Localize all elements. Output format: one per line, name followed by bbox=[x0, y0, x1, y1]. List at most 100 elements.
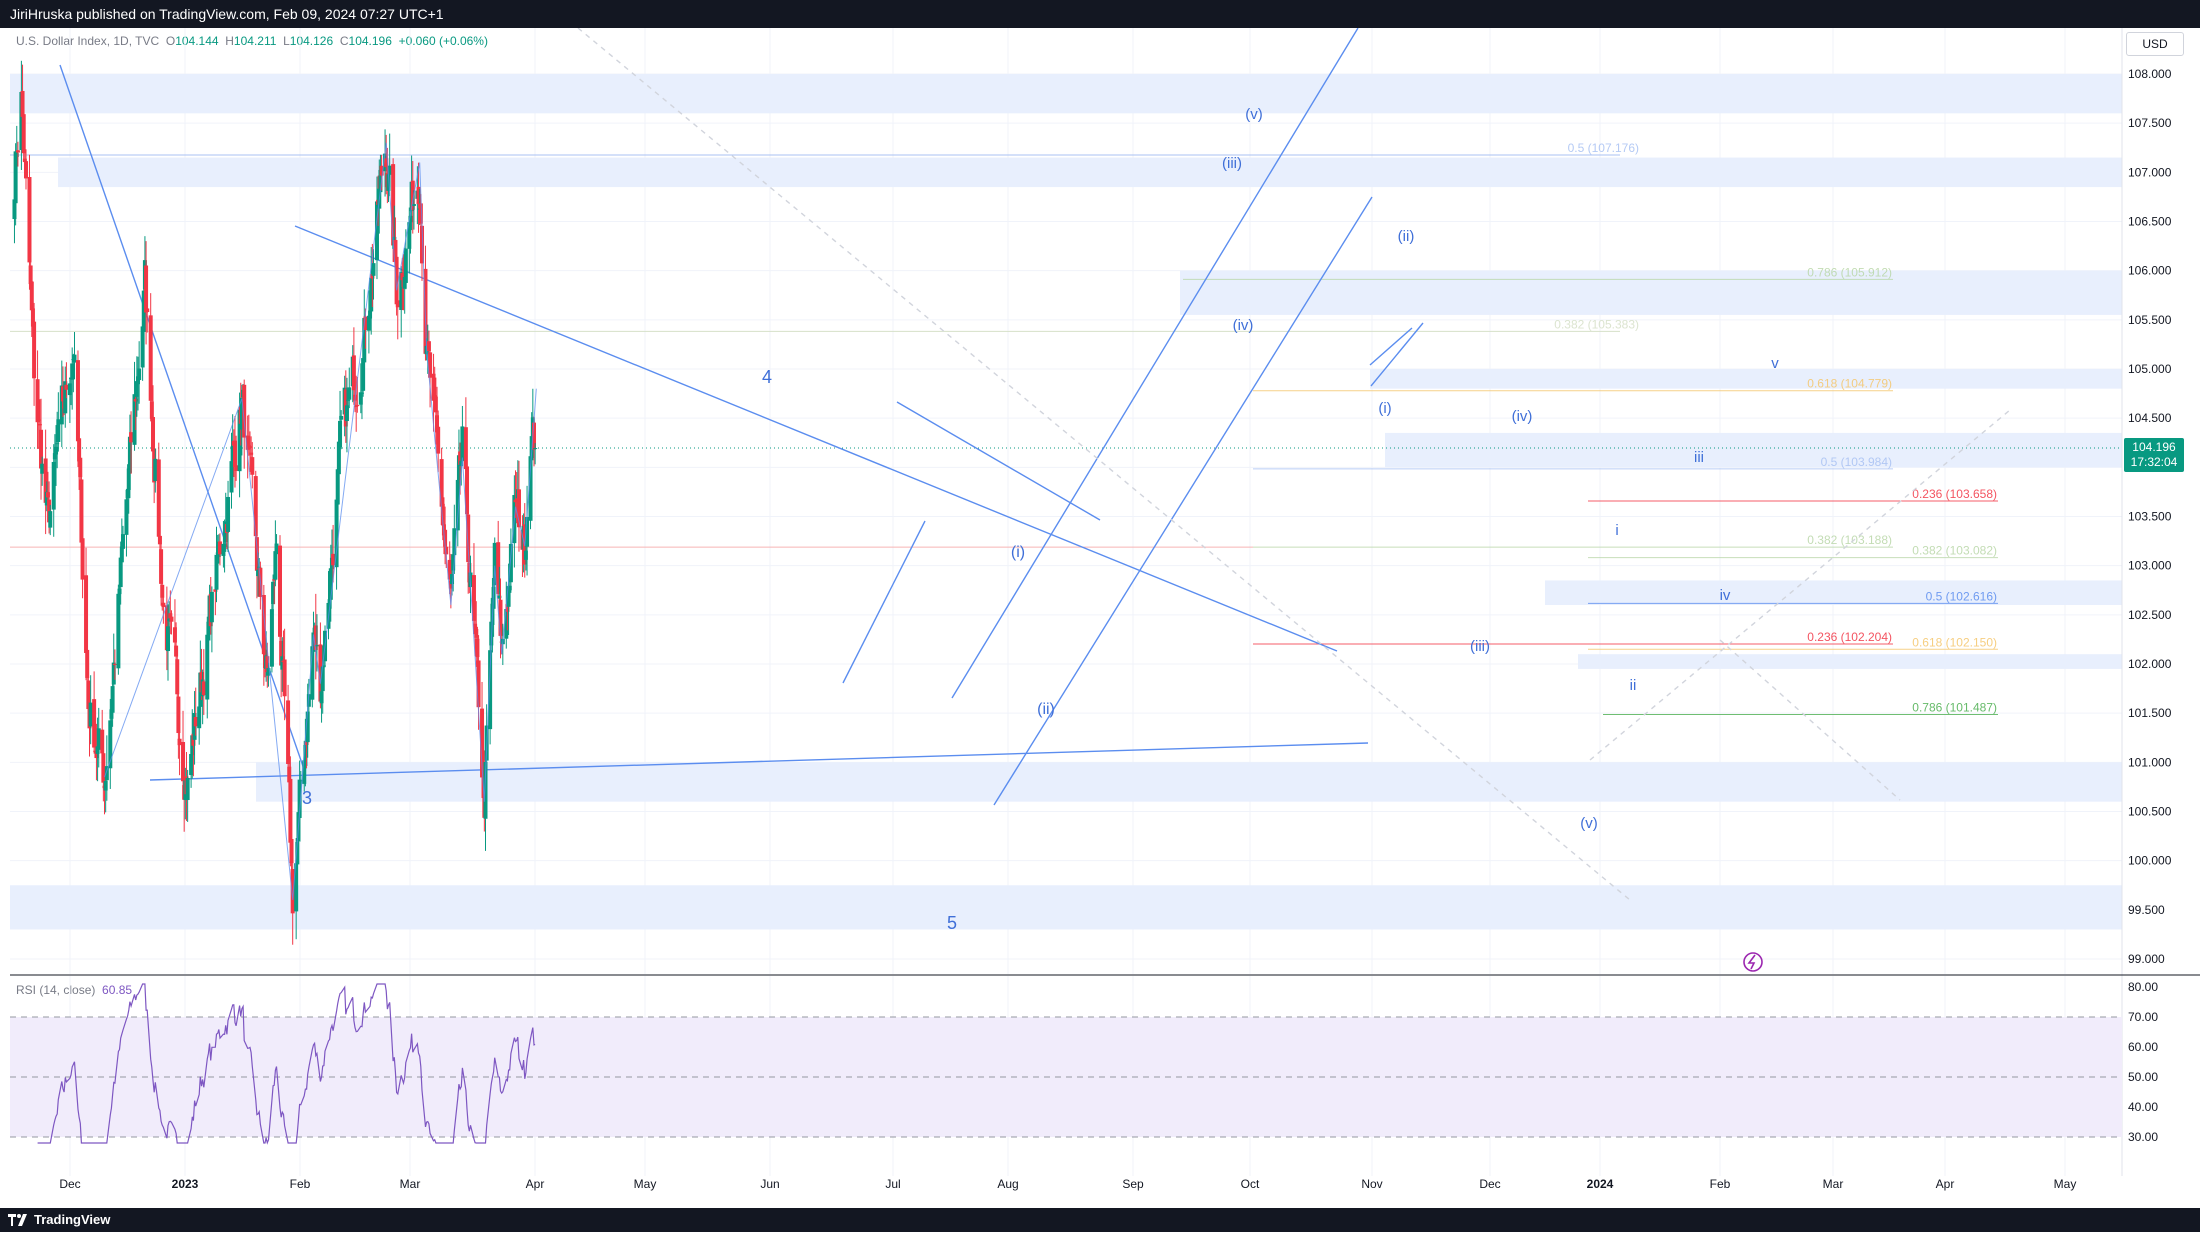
candle bbox=[174, 645, 179, 657]
candle bbox=[400, 272, 405, 281]
candle bbox=[215, 552, 220, 554]
fib-label: 0.382 (103.188) bbox=[1807, 533, 1892, 547]
candle bbox=[86, 680, 91, 710]
candle bbox=[528, 456, 533, 521]
candle bbox=[371, 263, 376, 276]
candle bbox=[52, 453, 57, 460]
currency-button[interactable]: USD bbox=[2126, 32, 2184, 56]
time-tick-label: Mar bbox=[400, 1177, 421, 1191]
candle bbox=[286, 700, 291, 765]
candle bbox=[440, 503, 445, 525]
price-zone bbox=[1578, 654, 2122, 669]
candle bbox=[132, 394, 137, 445]
time-tick-label: Mar bbox=[1823, 1177, 1844, 1191]
time-tick-label: Sep bbox=[1122, 1177, 1144, 1191]
candle bbox=[144, 265, 149, 313]
wave-label: (iv) bbox=[1512, 408, 1533, 425]
fib-label: 0.618 (104.779) bbox=[1807, 377, 1892, 391]
candle bbox=[88, 702, 93, 727]
wave-label: (i) bbox=[1011, 544, 1025, 561]
rsi-label[interactable]: RSI (14, close) bbox=[16, 983, 96, 997]
candle bbox=[183, 780, 188, 801]
candle bbox=[67, 383, 72, 396]
candle bbox=[43, 458, 48, 503]
candle bbox=[353, 394, 358, 401]
candle bbox=[75, 360, 80, 442]
candle bbox=[250, 457, 255, 475]
candle bbox=[474, 629, 479, 638]
replay-icon[interactable] bbox=[1743, 952, 1763, 972]
price-tick-label: 107.500 bbox=[2128, 116, 2172, 130]
candle bbox=[394, 256, 399, 305]
change-value: +0.060 (+0.06%) bbox=[398, 34, 488, 48]
candle bbox=[452, 528, 457, 556]
publish-bar: JiriHruska published on TradingView.com,… bbox=[0, 0, 2200, 28]
candle bbox=[94, 751, 99, 759]
candle bbox=[515, 489, 520, 499]
candle bbox=[312, 627, 317, 637]
candle bbox=[411, 204, 416, 206]
candle bbox=[20, 90, 25, 117]
candle bbox=[466, 514, 471, 563]
candle bbox=[506, 586, 511, 607]
price-tick-label: 106.500 bbox=[2128, 215, 2172, 229]
diagonal-guide bbox=[1589, 409, 2011, 761]
candle bbox=[435, 415, 440, 433]
price-tick-label: 99.000 bbox=[2128, 952, 2165, 966]
candle bbox=[331, 553, 336, 566]
candle bbox=[102, 785, 107, 789]
price-zone bbox=[10, 885, 2122, 930]
candle bbox=[428, 352, 433, 378]
candle bbox=[361, 358, 366, 391]
candle bbox=[513, 499, 518, 503]
candle bbox=[516, 489, 521, 528]
candle bbox=[135, 376, 140, 385]
candle bbox=[289, 839, 294, 864]
candle bbox=[264, 655, 269, 669]
candle bbox=[231, 440, 236, 446]
channel-upper-line bbox=[951, 28, 1359, 699]
candle bbox=[39, 429, 44, 469]
candle bbox=[468, 572, 473, 588]
fib-label: 0.786 (101.487) bbox=[1912, 700, 1997, 714]
price-zone bbox=[10, 74, 2122, 114]
candle bbox=[234, 465, 239, 471]
candle bbox=[423, 268, 428, 354]
candle bbox=[229, 461, 234, 493]
rsi-legend: RSI (14, close) 60.85 bbox=[16, 983, 132, 997]
candle bbox=[471, 575, 476, 621]
candle bbox=[384, 158, 389, 168]
candle bbox=[13, 151, 18, 204]
wave-label: iv bbox=[1720, 587, 1731, 604]
candle bbox=[109, 709, 114, 719]
candle bbox=[207, 595, 212, 623]
candle bbox=[28, 265, 33, 285]
low-value: 104.126 bbox=[289, 34, 334, 48]
candle bbox=[491, 587, 496, 609]
candle bbox=[416, 186, 421, 205]
candle bbox=[166, 626, 171, 652]
candle bbox=[499, 641, 504, 643]
candle bbox=[222, 544, 227, 547]
candle bbox=[127, 436, 132, 473]
candle bbox=[153, 458, 158, 482]
candle bbox=[40, 463, 45, 474]
candle bbox=[51, 461, 56, 510]
time-tick-label: 2024 bbox=[1587, 1177, 1614, 1191]
candle bbox=[432, 395, 437, 400]
rsi-line bbox=[37, 983, 536, 1145]
symbol-name[interactable]: U.S. Dollar Index, 1D, TVC bbox=[16, 34, 160, 48]
candle bbox=[318, 644, 323, 702]
candle bbox=[475, 638, 480, 658]
candle bbox=[181, 741, 186, 782]
candle bbox=[266, 668, 271, 676]
candle bbox=[152, 448, 157, 483]
candle bbox=[498, 599, 503, 636]
candle bbox=[378, 169, 383, 193]
price-tick-label: 107.000 bbox=[2128, 165, 2172, 179]
candle bbox=[311, 632, 316, 652]
high-label: H bbox=[225, 34, 234, 48]
candle bbox=[221, 543, 226, 556]
tradingview-logo[interactable]: TradingView bbox=[0, 1208, 110, 1232]
